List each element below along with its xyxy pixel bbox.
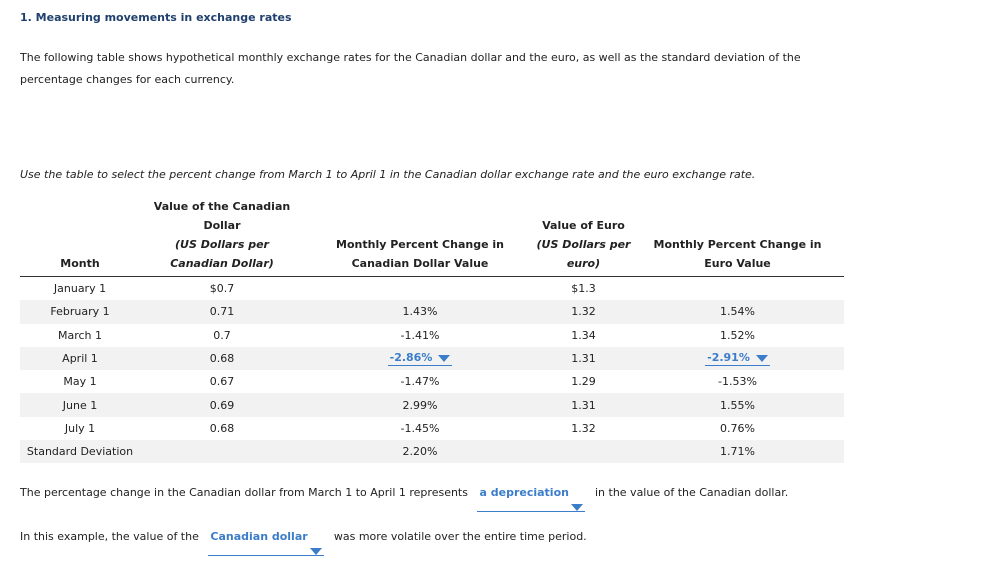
q2-selected: Canadian dollar xyxy=(210,530,308,543)
table-row: April 1 0.68 -2.86% 1.31 -2.91% xyxy=(20,346,844,371)
cad-change-selected: -2.86% xyxy=(389,351,433,365)
depreciation-dropdown[interactable]: a depreciation xyxy=(477,486,586,512)
cell-cad-change: 2.20% xyxy=(304,440,536,464)
cell-euro-change: 1.52% xyxy=(720,328,755,342)
cell-euro-value: $1.3 xyxy=(571,282,596,296)
header-euro-value: Value of Euro (US Dollars per euro) xyxy=(536,219,631,270)
table-row: February 1 0.71 1.43% 1.32 1.54% xyxy=(20,300,844,324)
cad-change-dropdown[interactable]: -2.86% xyxy=(387,351,453,367)
caret-down-icon xyxy=(755,354,768,362)
cell-cad-value: 0.7 xyxy=(213,328,231,342)
page-title: 1. Measuring movements in exchange rates xyxy=(20,11,292,24)
header-cad-value: Value of the Canadian Dollar (US Dollars… xyxy=(153,200,291,270)
cell-euro-value: 1.31 xyxy=(536,346,631,371)
caret-down-icon xyxy=(310,548,323,555)
q1-selected: a depreciation xyxy=(479,486,569,499)
cell-cad-value: 0.67 xyxy=(209,375,235,389)
cell-euro-value xyxy=(536,440,631,464)
cell-euro-value: 1.29 xyxy=(571,375,596,389)
currency-dropdown[interactable]: Canadian dollar xyxy=(208,530,325,556)
table-row: July 1 0.68 -1.45% 1.32 0.76% xyxy=(20,417,844,440)
cell-euro-change: -1.53% xyxy=(718,375,757,389)
cell-cad-change: -2.86% xyxy=(304,346,536,371)
cell-month: April 1 xyxy=(20,346,140,371)
cell-cad-change: 1.43% xyxy=(304,300,536,324)
cell-cad-value: 0.71 xyxy=(140,300,304,324)
euro-change-selected: -2.91% xyxy=(707,351,750,365)
cell-cad-change: -1.41% xyxy=(400,328,440,342)
cell-cad-value: 0.68 xyxy=(140,346,304,371)
q2-text-before: In this example, the value of the xyxy=(20,530,199,543)
euro-change-dropdown[interactable]: -2.91% xyxy=(705,351,770,367)
cell-month: March 1 xyxy=(57,328,103,342)
table-row: May 1 0.67 -1.47% 1.29 -1.53% xyxy=(20,370,844,393)
std-deviation-row: Standard Deviation 2.20% 1.71% xyxy=(20,440,844,464)
cell-cad-value: 0.69 xyxy=(140,393,304,417)
cell-cad-value: $0.7 xyxy=(209,282,235,296)
cell-month: January 1 xyxy=(53,282,107,296)
caret-down-icon xyxy=(438,354,451,362)
question-2: In this example, the value of the Canadi… xyxy=(20,530,587,556)
cell-euro-change: 1.54% xyxy=(631,300,844,324)
intro-text: The following table shows hypothetical m… xyxy=(20,51,801,86)
instruction-text: Use the table to select the percent chan… xyxy=(20,168,756,181)
cell-cad-change: -1.45% xyxy=(400,421,440,435)
cell-month: May 1 xyxy=(63,375,97,389)
header-month: Month xyxy=(60,257,100,270)
cell-month: July 1 xyxy=(64,421,96,435)
cell-cad-change xyxy=(304,277,536,301)
cell-euro-value: 1.31 xyxy=(536,393,631,417)
table-row: June 1 0.69 2.99% 1.31 1.55% xyxy=(20,393,844,417)
question-1: The percentage change in the Canadian do… xyxy=(20,486,788,512)
cell-month: June 1 xyxy=(20,393,140,417)
cell-euro-value: 1.32 xyxy=(536,300,631,324)
q1-text-before: The percentage change in the Canadian do… xyxy=(20,486,468,499)
q1-text-after: in the value of the Canadian dollar. xyxy=(594,486,789,499)
exchange-rate-table: Month Value of the Canadian Dollar (US D… xyxy=(20,197,844,464)
cell-euro-change: 1.55% xyxy=(631,393,844,417)
header-euro-change: Monthly Percent Change in Euro Value xyxy=(653,238,822,270)
cell-euro-change xyxy=(631,277,844,301)
cell-month: February 1 xyxy=(20,300,140,324)
cell-cad-value xyxy=(140,440,304,464)
cell-month: Standard Deviation xyxy=(20,440,140,464)
cell-cad-change: 2.99% xyxy=(304,393,536,417)
table-row: January 1 $0.7 $1.3 xyxy=(20,277,844,301)
table-row: March 1 0.7 -1.41% 1.34 1.52% xyxy=(20,324,844,347)
header-cad-change: Monthly Percent Change in Canadian Dolla… xyxy=(336,238,504,270)
cell-cad-change: -1.47% xyxy=(400,375,440,389)
table-header-row: Month Value of the Canadian Dollar (US D… xyxy=(20,197,844,277)
cell-euro-value: 1.34 xyxy=(571,328,596,342)
cell-cad-value: 0.68 xyxy=(209,421,235,435)
q2-text-after: was more volatile over the entire time p… xyxy=(333,530,587,543)
cell-euro-change: 1.71% xyxy=(631,440,844,464)
cell-euro-change: 0.76% xyxy=(720,421,755,435)
caret-down-icon xyxy=(571,504,584,511)
cell-euro-value: 1.32 xyxy=(571,421,596,435)
cell-euro-change: -2.91% xyxy=(631,346,844,371)
